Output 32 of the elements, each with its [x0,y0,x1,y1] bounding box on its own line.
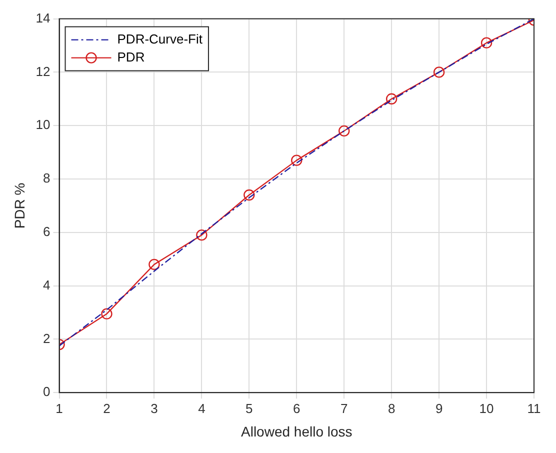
point [433,66,445,78]
x-tick-label: 2 [103,400,110,416]
point [244,189,255,201]
y-tick-label: 6 [43,224,50,239]
point [196,229,208,241]
x-axis-title: Allowed hello loss [240,423,352,440]
x-tick-label: 11 [527,400,541,416]
y-tick-label: 10 [36,117,50,132]
y-tick-label: 14 [36,10,50,26]
x-tick-label: 5 [246,400,253,416]
x-tick-label: 8 [388,400,396,416]
point [291,154,302,166]
x-tick-label: 7 [340,400,348,416]
point [480,37,492,48]
point [338,125,350,137]
x-tick-label: 1 [56,400,63,416]
y-axis-title: PDR % [11,182,28,229]
point [101,308,112,320]
y-tick-label: 12 [36,64,50,79]
y-tick-label: 4 [43,277,50,292]
y-tick-label: 0 [43,384,50,400]
x-tick-label: 6 [293,400,300,416]
point [148,258,160,270]
x-tick-label: 10 [479,400,494,416]
legend-label: PDR [117,49,145,64]
y-tick-label: 8 [43,170,50,186]
y-tick-label: 2 [43,330,50,346]
point [386,93,398,104]
x-tick-label: 3 [150,400,158,416]
x-tick-label: 4 [198,400,206,416]
x-tick-label: 9 [435,400,443,416]
legend-label: PDR-Curve-Fit [117,31,203,46]
